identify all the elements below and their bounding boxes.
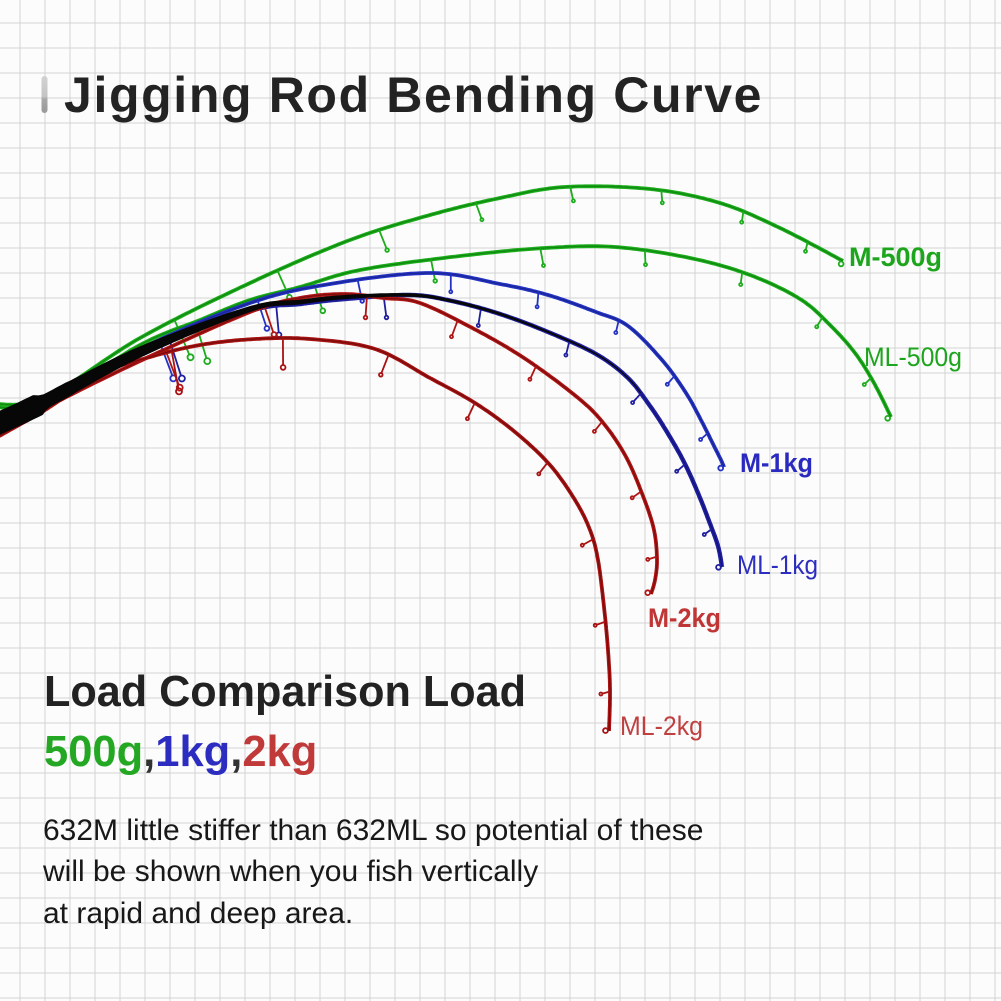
svg-text:ML-1kg: ML-1kg [737, 550, 818, 580]
svg-text:will be shown when you fish ve: will be shown when you fish vertically [42, 855, 538, 888]
svg-text:M-500g: M-500g [849, 242, 942, 272]
svg-text:Load Comparison Load: Load Comparison Load [44, 667, 526, 716]
svg-text:Jigging Rod Bending Curve: Jigging Rod Bending Curve [64, 67, 763, 123]
svg-text:ML-2kg: ML-2kg [620, 711, 703, 741]
svg-text:ML-500g: ML-500g [864, 342, 962, 372]
svg-text:M-2kg: M-2kg [648, 603, 721, 633]
svg-text:632M little stiffer than 632ML: 632M little stiffer than 632ML so potent… [43, 814, 703, 847]
svg-text:500g,1kg,2kg: 500g,1kg,2kg [44, 728, 317, 776]
svg-text:M-1kg: M-1kg [740, 448, 813, 478]
svg-text:at rapid and deep area.: at rapid and deep area. [43, 897, 353, 930]
